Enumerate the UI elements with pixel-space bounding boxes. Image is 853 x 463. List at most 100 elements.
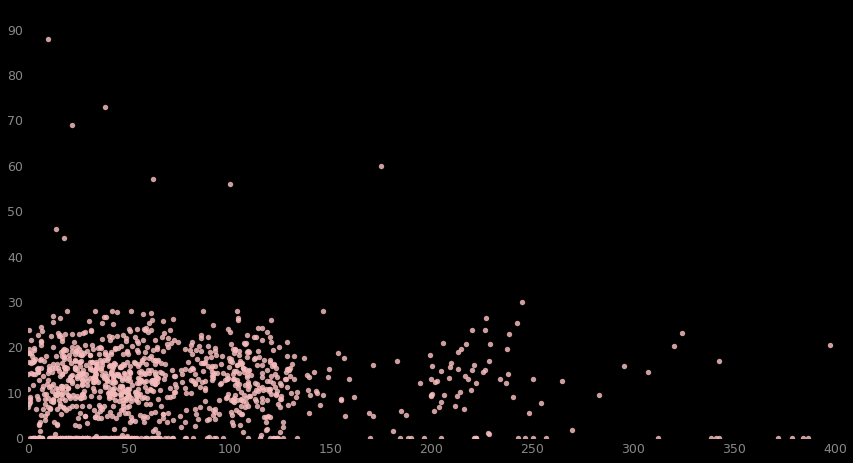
Point xyxy=(145,380,159,387)
Point xyxy=(56,403,70,411)
Point xyxy=(102,336,116,344)
Point xyxy=(222,363,235,371)
Point xyxy=(78,342,92,349)
Point xyxy=(112,397,125,405)
Point xyxy=(265,363,279,370)
Point xyxy=(650,434,664,442)
Point xyxy=(436,339,450,346)
Point xyxy=(96,371,109,379)
Point xyxy=(509,320,523,327)
Point xyxy=(138,383,152,390)
Point xyxy=(90,410,103,418)
Point xyxy=(75,380,89,388)
Point xyxy=(120,390,134,397)
Point xyxy=(148,368,161,375)
Point xyxy=(223,341,237,348)
Point xyxy=(436,392,450,399)
Point xyxy=(113,406,127,413)
Point xyxy=(84,366,98,374)
Point xyxy=(80,377,94,385)
Point xyxy=(424,375,438,383)
Point xyxy=(242,366,256,374)
Point xyxy=(32,365,45,372)
Point xyxy=(90,434,104,442)
Point xyxy=(248,395,262,403)
Point xyxy=(88,413,102,421)
Point xyxy=(103,369,117,377)
Point xyxy=(278,376,292,383)
Point xyxy=(202,433,216,441)
Point xyxy=(203,348,217,356)
Point xyxy=(141,328,154,336)
Point xyxy=(119,375,132,382)
Point xyxy=(107,359,121,367)
Point xyxy=(269,434,282,442)
Point xyxy=(191,415,205,422)
Point xyxy=(158,371,171,379)
Point xyxy=(374,162,387,169)
Point xyxy=(46,360,60,368)
Point xyxy=(108,434,122,442)
Point xyxy=(100,376,113,384)
Point xyxy=(285,361,299,368)
Point xyxy=(104,378,118,386)
Point xyxy=(209,434,223,442)
Point xyxy=(42,362,55,369)
Point xyxy=(70,382,84,390)
Point xyxy=(258,413,271,421)
Point xyxy=(95,362,108,369)
Point xyxy=(458,340,472,348)
Point xyxy=(525,434,539,442)
Point xyxy=(126,358,140,365)
Point xyxy=(264,338,277,345)
Point xyxy=(276,424,290,431)
Point xyxy=(131,390,144,398)
Point xyxy=(61,384,75,391)
Point xyxy=(113,390,127,397)
Point xyxy=(281,367,295,374)
Point xyxy=(179,407,193,414)
Point xyxy=(22,358,36,365)
Point xyxy=(41,369,55,377)
Point xyxy=(63,373,77,380)
Point xyxy=(116,350,130,357)
Point xyxy=(148,434,162,442)
Point xyxy=(122,402,136,410)
Point xyxy=(53,331,67,338)
Point xyxy=(23,393,37,400)
Point xyxy=(129,391,142,399)
Point xyxy=(184,342,198,349)
Point xyxy=(102,388,116,396)
Point xyxy=(66,434,79,442)
Point xyxy=(229,361,243,368)
Point xyxy=(121,385,135,393)
Point xyxy=(113,391,126,398)
Point xyxy=(711,357,725,364)
Point xyxy=(38,412,51,419)
Point xyxy=(144,434,158,442)
Point xyxy=(101,351,114,358)
Point xyxy=(393,407,407,415)
Point xyxy=(281,401,294,409)
Point xyxy=(120,385,134,393)
Point xyxy=(432,404,445,411)
Point xyxy=(41,403,55,410)
Point xyxy=(113,362,127,369)
Point xyxy=(316,392,329,399)
Point xyxy=(58,434,72,442)
Point xyxy=(106,364,119,371)
Point xyxy=(157,329,171,337)
Point xyxy=(107,379,121,386)
Point xyxy=(53,434,67,442)
Point xyxy=(108,361,122,368)
Point xyxy=(97,103,111,111)
Point xyxy=(96,374,110,382)
Point xyxy=(107,434,121,442)
Point xyxy=(206,374,219,382)
Point xyxy=(28,371,42,378)
Point xyxy=(106,380,119,387)
Point xyxy=(106,434,119,442)
Point xyxy=(42,365,55,373)
Point xyxy=(207,415,221,423)
Point xyxy=(140,343,154,350)
